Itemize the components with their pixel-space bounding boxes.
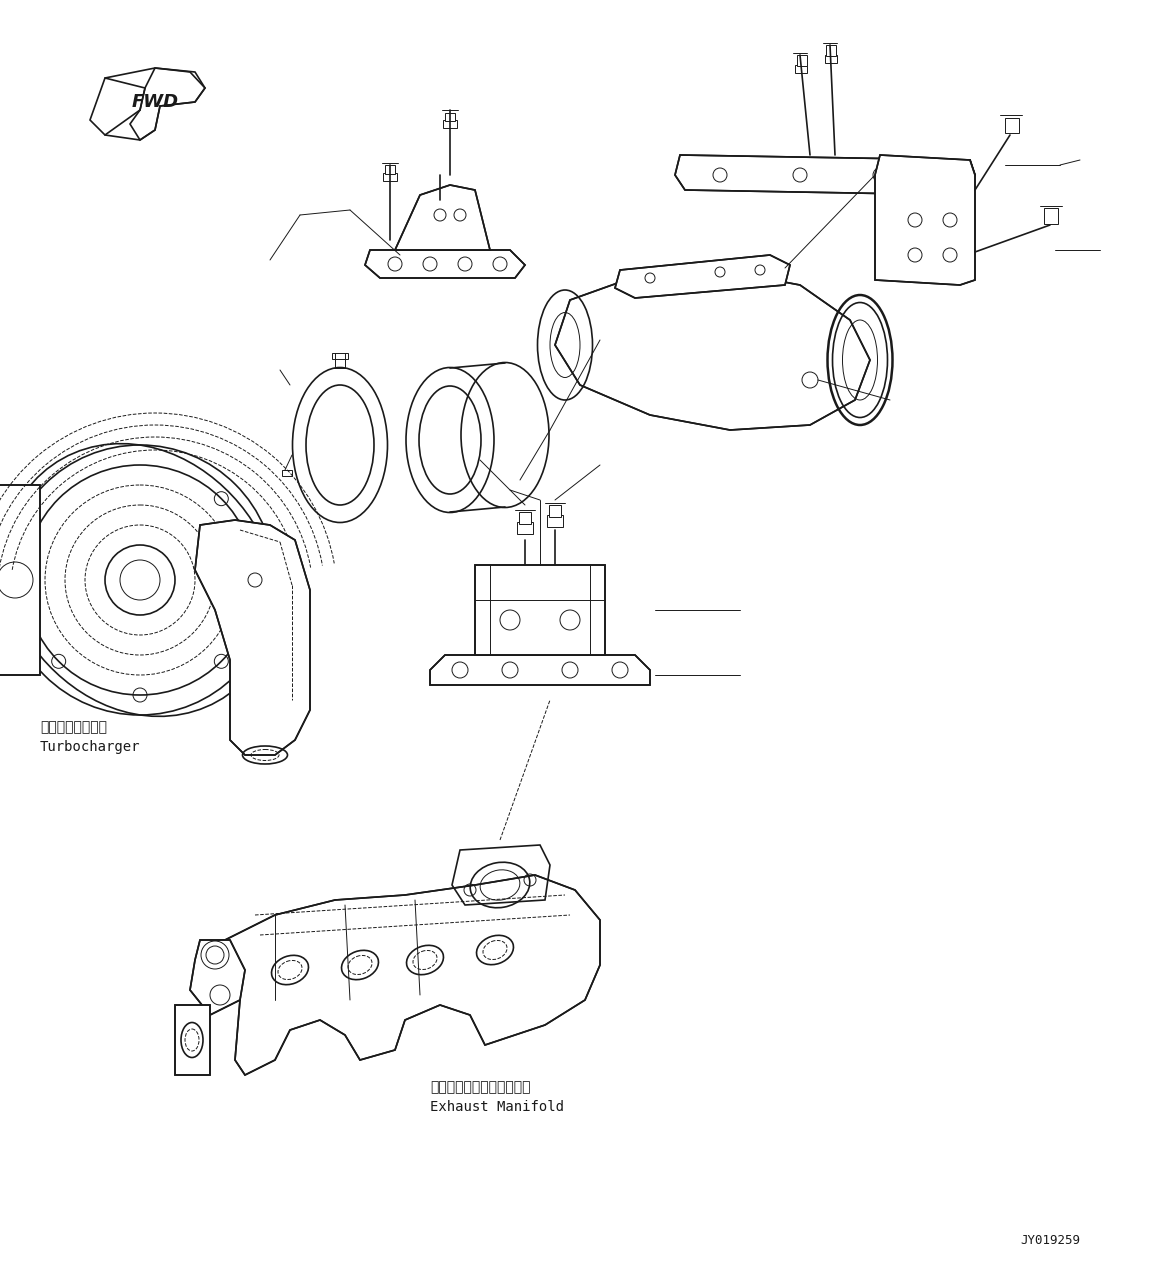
- Polygon shape: [190, 940, 245, 1015]
- Polygon shape: [90, 68, 205, 140]
- Text: FWD: FWD: [131, 94, 179, 111]
- Polygon shape: [0, 485, 40, 675]
- Bar: [549, 505, 561, 518]
- Polygon shape: [675, 155, 975, 195]
- Text: JY019259: JY019259: [1020, 1234, 1080, 1246]
- Text: エキゾーストマニホールド: エキゾーストマニホールド: [430, 1080, 530, 1094]
- Polygon shape: [205, 875, 600, 1075]
- Polygon shape: [174, 1006, 211, 1075]
- Bar: [385, 165, 395, 174]
- Polygon shape: [430, 655, 650, 685]
- Bar: [281, 470, 292, 477]
- Polygon shape: [555, 270, 870, 430]
- Polygon shape: [395, 184, 490, 250]
- Bar: [826, 45, 836, 56]
- Polygon shape: [875, 155, 975, 284]
- Polygon shape: [195, 520, 311, 755]
- Bar: [795, 65, 807, 73]
- Bar: [825, 55, 837, 63]
- Bar: [547, 515, 563, 526]
- Polygon shape: [365, 250, 525, 278]
- Text: Turbocharger: Turbocharger: [40, 740, 141, 755]
- Text: ターボチャージャ: ターボチャージャ: [40, 720, 107, 734]
- Bar: [1044, 208, 1058, 224]
- Polygon shape: [475, 565, 605, 655]
- Bar: [518, 521, 533, 534]
- Bar: [331, 354, 348, 359]
- Text: Exhaust Manifold: Exhaust Manifold: [430, 1100, 564, 1114]
- Bar: [797, 55, 807, 67]
- Bar: [383, 173, 397, 181]
- Polygon shape: [3, 443, 277, 716]
- Bar: [519, 512, 531, 524]
- Bar: [445, 113, 455, 120]
- Bar: [443, 120, 457, 128]
- Bar: [1005, 118, 1019, 133]
- Polygon shape: [615, 255, 790, 298]
